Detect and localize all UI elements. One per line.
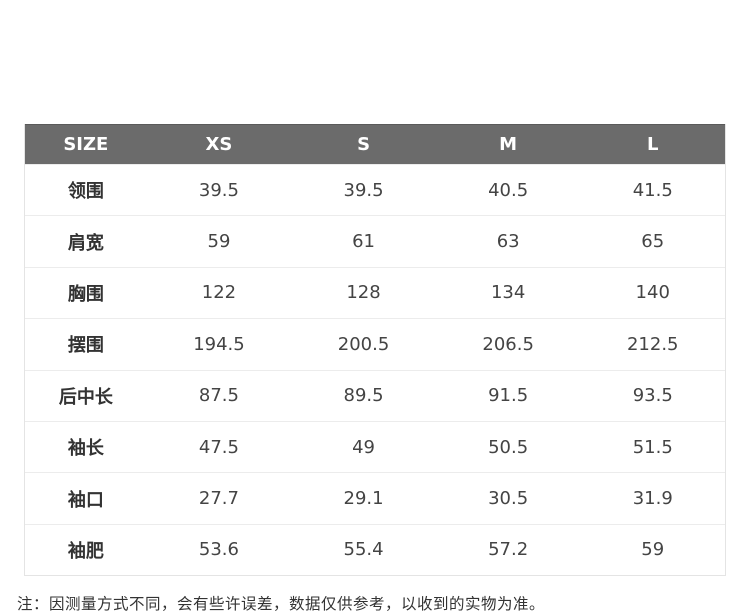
row-label: 领围 <box>67 181 104 203</box>
table-row: 袖口 27.7 29.1 30.5 31.9 <box>25 472 725 523</box>
measurement-cell: 65 <box>641 231 665 253</box>
row-label: 肩宽 <box>67 232 104 254</box>
measurement-cell: 89.5 <box>343 385 384 407</box>
measurement-cell: 200.5 <box>337 333 390 355</box>
measurement-cell: 128 <box>346 282 381 304</box>
measurement-cell: 55.4 <box>343 539 384 561</box>
measurement-cell: 51.5 <box>632 436 673 458</box>
measurement-cell: 93.5 <box>632 385 673 407</box>
measurement-cell: 194.5 <box>193 333 245 355</box>
header-cell: XS <box>205 134 233 155</box>
table-row: 袖长 47.5 49 50.5 51.5 <box>25 420 725 472</box>
row-label: 摆围 <box>67 335 104 357</box>
measurement-cell: 57.2 <box>488 539 529 561</box>
header-cell: M <box>499 134 518 155</box>
measurement-cell: 122 <box>201 282 237 304</box>
header-cell: S <box>357 134 371 155</box>
measurement-cell: 91.5 <box>488 385 529 407</box>
row-label: 袖长 <box>67 438 104 460</box>
measurement-cell: 59 <box>207 231 231 253</box>
measurement-note: 注：因测量方式不同，会有些许误差，数据仅供参考，以收到的实物为准。 <box>17 595 546 613</box>
header-cell: SIZE <box>63 134 109 155</box>
table-row: 摆围 194.5 200.5 206.5 212.5 <box>25 318 725 369</box>
measurement-cell: 47.5 <box>198 436 239 458</box>
measurement-cell: 40.5 <box>488 179 529 201</box>
measurement-cell: 30.5 <box>488 488 529 510</box>
measurement-cell: 140 <box>635 282 670 304</box>
table-header-row: SIZE XS S M L <box>25 124 725 164</box>
measurement-cell: 63 <box>496 231 520 253</box>
table-row: 胸围 122 128 134 140 <box>25 266 725 318</box>
row-label: 胸围 <box>67 283 104 305</box>
table-row: 领围 39.5 39.5 40.5 41.5 <box>25 164 725 215</box>
measurement-cell: 27.7 <box>198 488 239 510</box>
row-label: 袖口 <box>67 489 104 511</box>
measurement-cell: 134 <box>490 282 526 304</box>
measurement-cell: 212.5 <box>626 333 679 355</box>
measurement-cell: 39.5 <box>198 179 239 201</box>
measurement-cell: 39.5 <box>343 179 384 201</box>
measurement-cell: 41.5 <box>632 179 673 201</box>
header-cell: L <box>646 134 659 155</box>
row-label: 后中长 <box>58 386 113 408</box>
measurement-cell: 31.9 <box>632 488 673 510</box>
measurement-cell: 29.1 <box>343 488 384 510</box>
measurement-cell: 49 <box>352 436 375 458</box>
table-row: 后中长 87.5 89.5 91.5 93.5 <box>25 369 725 421</box>
row-label: 袖肥 <box>67 540 104 562</box>
measurement-cell: 206.5 <box>482 333 534 355</box>
measurement-cell: 87.5 <box>198 385 239 407</box>
table-row: 袖肥 53.6 55.4 57.2 59 <box>25 523 725 575</box>
measurement-cell: 53.6 <box>198 539 239 561</box>
table-row: 肩宽 59 61 63 65 <box>25 215 725 266</box>
size-chart-table: SIZE XS S M L 领围 39.5 39.5 40.5 41.5 肩宽 59 61 63 65 胸围 1… <box>24 124 726 577</box>
measurement-cell: 50.5 <box>488 436 529 458</box>
measurement-cell: 61 <box>352 231 375 253</box>
measurement-cell: 59 <box>641 539 665 561</box>
